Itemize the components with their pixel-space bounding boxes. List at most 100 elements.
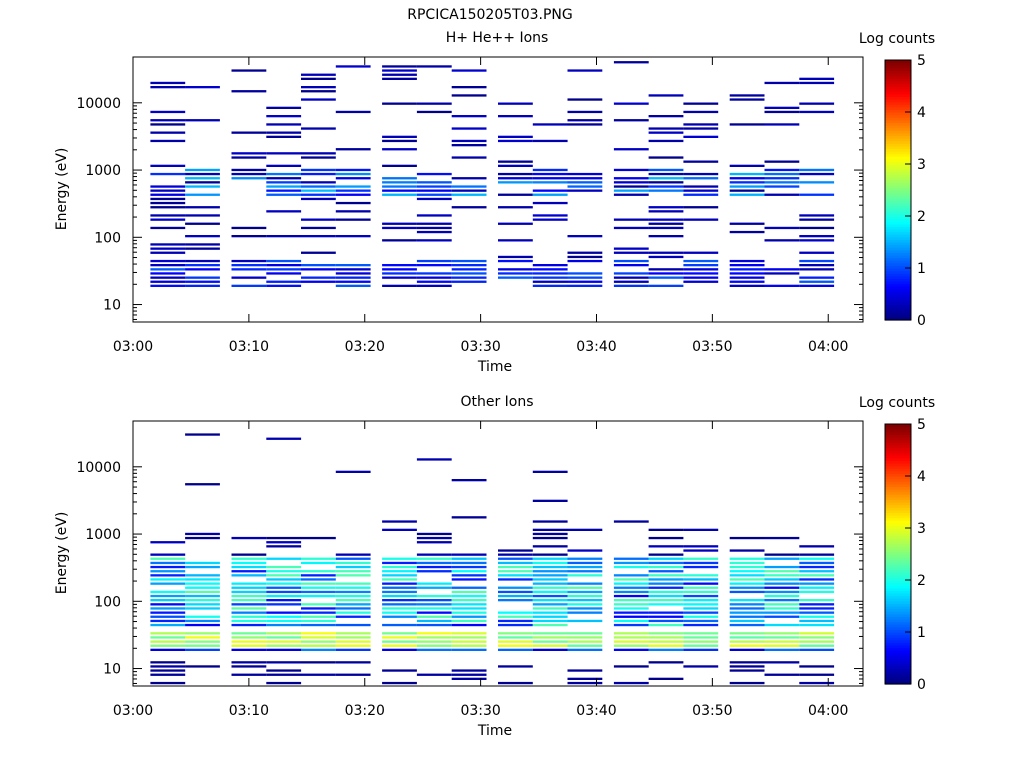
heatmap-cell: [648, 177, 684, 180]
colorbar-swatch: [885, 468, 911, 472]
colorbar-swatch: [885, 564, 911, 568]
colorbar-swatch: [885, 499, 911, 503]
heatmap-cell: [648, 189, 684, 192]
heatmap-cell: [683, 611, 719, 614]
colorbar-swatch: [885, 556, 911, 560]
heatmap-cell: [451, 623, 487, 627]
panel-h-he-ions: H+ He++ Ions 03:00 03:10 03:20 03:30 03:40 03…: [54, 30, 935, 375]
colorbar: 0 1 2 3 4 5: [884, 53, 926, 329]
heatmap-cell: [266, 264, 302, 267]
heatmap-cell: [532, 590, 568, 594]
heatmap-cell: [416, 189, 452, 192]
heatmap-cell: [451, 86, 487, 89]
colorbar-swatch: [885, 673, 911, 677]
heatmap-cell: [498, 561, 533, 565]
heatmap-cell: [416, 102, 452, 105]
heatmap-cell: [185, 172, 220, 176]
heatmap-cell: [301, 127, 336, 130]
heatmap-cell: [451, 189, 487, 192]
heatmap-cell: [532, 181, 568, 184]
heatmap-cell: [382, 276, 417, 279]
heatmap-cell: [532, 648, 568, 651]
colorbar-swatch: [885, 434, 911, 438]
colorbar-swatch: [885, 104, 911, 108]
heatmap-cell: [683, 665, 719, 668]
heatmap-cell: [451, 479, 487, 482]
heatmap-cell: [335, 603, 371, 606]
heatmap-cell: [382, 65, 417, 68]
heatmap-cell: [150, 206, 186, 209]
heatmap-cell: [683, 251, 719, 254]
heatmap-cell: [683, 565, 719, 569]
heatmap-cell: [799, 603, 835, 606]
heatmap-cell: [335, 470, 371, 473]
colorbar-swatch: [885, 668, 911, 672]
heatmap-cell: [498, 623, 533, 627]
heatmap-cell: [648, 599, 684, 602]
heatmap-cell: [301, 611, 336, 614]
heatmap-cell: [185, 235, 220, 238]
colorbar-swatch: [885, 478, 911, 482]
colorbar-swatch: [885, 509, 911, 513]
heatmap-cell: [382, 181, 417, 184]
heatmap-cell: [764, 599, 800, 602]
heatmap-cell: [231, 565, 267, 569]
colorbar-swatch: [885, 613, 911, 617]
heatmap-cell: [301, 594, 336, 598]
heatmap-cell: [683, 206, 719, 209]
colorbar-swatch: [885, 135, 911, 139]
heatmap-cell: [532, 280, 568, 283]
heatmap-cell: [498, 272, 533, 275]
heatmap-cell: [150, 214, 186, 217]
heatmap-cell: [498, 549, 533, 552]
heatmap-cell: [498, 586, 533, 589]
heatmap-cell: [231, 557, 267, 560]
heatmap-cell: [185, 243, 220, 246]
heatmap-cell: [382, 640, 417, 643]
heatmap-cell: [335, 661, 371, 664]
heatmap-cell: [301, 557, 336, 560]
heatmap-cell: [683, 644, 719, 647]
heatmap-cell: [764, 632, 800, 635]
heatmap-cell: [799, 557, 835, 560]
colorbar-swatch: [885, 140, 911, 144]
colorbar-swatch: [885, 577, 911, 581]
heatmap-cell: [532, 557, 568, 560]
colorbar-swatch: [885, 502, 911, 506]
heatmap-cell: [729, 222, 765, 225]
heatmap-cell: [301, 561, 336, 565]
colorbar-swatch: [885, 437, 911, 441]
heatmap-cell: [799, 77, 835, 80]
colorbar-swatch: [885, 463, 911, 467]
colorbar-swatch: [885, 476, 911, 480]
heatmap-cell: [301, 156, 336, 159]
heatmap-cell: [683, 594, 719, 598]
colorbar-swatch: [885, 275, 911, 279]
heatmap-cell: [799, 611, 835, 614]
heatmap-cell: [532, 264, 568, 267]
colorbar-swatch: [885, 80, 911, 84]
heatmap-cell: [416, 181, 452, 184]
colorbar-swatch: [885, 548, 911, 552]
colorbar-swatch: [885, 278, 911, 282]
heatmap-cell: [648, 156, 684, 159]
heatmap-cell: [532, 578, 568, 581]
heatmap-cell: [382, 69, 417, 72]
heatmap-cell: [648, 272, 684, 275]
heatmap-cell: [683, 549, 719, 552]
heatmap-cell: [382, 268, 417, 271]
colorbar-swatch: [885, 242, 911, 246]
colorbar-swatch: [885, 304, 911, 308]
heatmap-cell: [451, 590, 487, 594]
colorbar-swatch: [885, 294, 911, 298]
heatmap-cell: [683, 578, 719, 581]
heatmap-cell: [416, 239, 452, 242]
heatmap-cell: [231, 536, 267, 540]
heatmap-cell: [799, 226, 835, 230]
colorbar-tick-label: 5: [917, 53, 926, 69]
heatmap-cell: [764, 611, 800, 614]
heatmap-cell: [729, 669, 765, 672]
heatmap-cell: [567, 561, 603, 565]
heatmap-cell: [150, 197, 186, 201]
heatmap-cell: [729, 561, 765, 565]
